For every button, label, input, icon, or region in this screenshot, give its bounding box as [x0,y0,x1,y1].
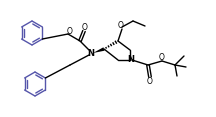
Text: O: O [159,53,165,62]
Text: O: O [118,20,124,29]
Text: O: O [82,24,88,33]
Text: N: N [127,55,135,64]
Text: O: O [67,26,73,35]
Text: O: O [147,77,153,86]
Text: N: N [87,49,95,57]
Polygon shape [93,47,105,53]
